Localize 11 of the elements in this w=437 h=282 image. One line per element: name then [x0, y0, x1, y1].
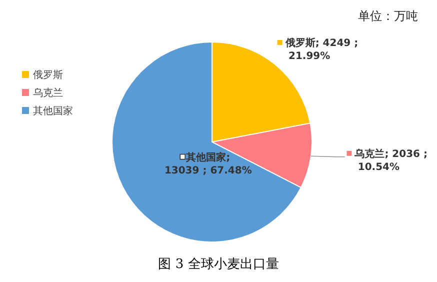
- text: 单位：万吨: [358, 9, 418, 23]
- legend-label: 其他国家: [33, 105, 73, 117]
- text: 图 3 全球小麦出口量: [158, 257, 279, 272]
- text: 13039 ; 67.48%: [164, 165, 252, 176]
- category-label: 乌克兰; 2036 ;: [354, 148, 428, 160]
- category-label: 俄罗斯; 4249 ;: [285, 38, 358, 49]
- legend-label: 俄罗斯: [33, 69, 63, 81]
- text: 21.99%: [288, 51, 330, 62]
- category-label: 其他国家;: [186, 152, 230, 164]
- legend-label: 乌克兰: [33, 87, 63, 99]
- text: 10.54%: [358, 162, 400, 173]
